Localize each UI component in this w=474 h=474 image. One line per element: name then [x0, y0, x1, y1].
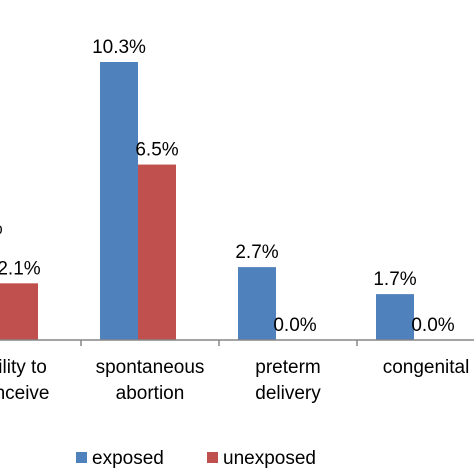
bar-unexposed-ability-to	[0, 283, 38, 340]
legend-swatch-unexposed	[207, 452, 218, 463]
bar-exposed-congenital	[376, 294, 414, 340]
legend: exposed unexposed	[76, 448, 316, 469]
x-tick-label-ability-to: ability toconceive	[0, 357, 50, 404]
data-labels-group: 3.6% 2.1% 10.3% 6.5% 2.7% 0.0% 1.7% 0.0%	[0, 37, 455, 336]
data-label-exposed-congenital: 1.7%	[373, 269, 416, 290]
axis-ticks-group	[80, 340, 358, 346]
data-label-unexposed-spontaneous: 6.5%	[135, 140, 178, 161]
bar-exposed-preterm	[238, 267, 276, 340]
bar-exposed-spontaneous	[100, 62, 138, 340]
data-label-exposed-preterm: 2.7%	[235, 242, 278, 263]
legend-label-exposed: exposed	[92, 448, 164, 469]
x-tick-label-preterm: preterm delivery	[255, 357, 321, 404]
x-tick-label-spontaneous: spontaneous abortion	[96, 357, 205, 404]
data-label-exposed-spontaneous: 10.3%	[92, 37, 146, 58]
data-label-unexposed-congenital: 0.0%	[411, 315, 454, 336]
data-label-unexposed-preterm: 0.0%	[273, 315, 316, 336]
bar-unexposed-spontaneous	[138, 164, 176, 340]
legend-swatch-exposed	[76, 452, 87, 463]
legend-label-unexposed: unexposed	[223, 448, 316, 469]
data-label-exposed-ability-to: 3.6%	[0, 218, 3, 239]
data-label-unexposed-ability-to: 2.1%	[0, 258, 41, 279]
x-tick-label-congenital: congenital	[383, 357, 470, 378]
bars-group	[0, 62, 414, 340]
